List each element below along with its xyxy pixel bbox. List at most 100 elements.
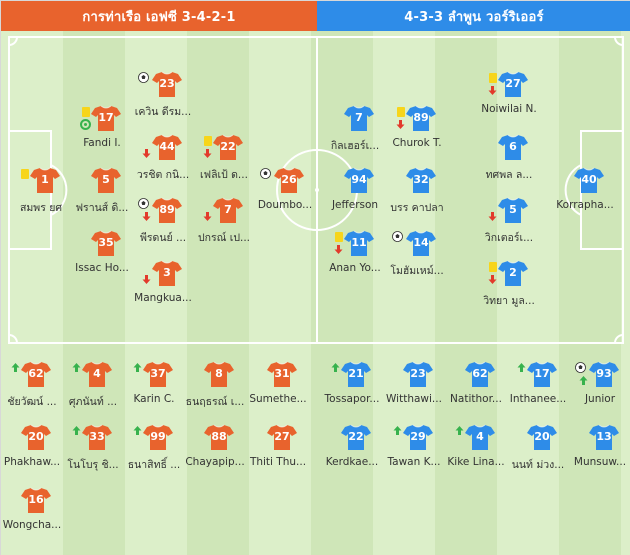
home-subs-player[interactable]: 99 ธนาสิทธิ์ ...	[116, 424, 192, 484]
away-lineup-player[interactable]: 27 Noiwilai N.	[471, 71, 547, 131]
home-lineup-player[interactable]: 1 สมพร ยศ	[3, 167, 79, 227]
player-name: Chayapip...	[185, 456, 245, 468]
player-name: Kike Lina...	[447, 456, 505, 468]
home-lineup-player[interactable]: 3 Mangkua...	[125, 260, 201, 320]
player-name: โนโบรุ ชิ...	[67, 459, 119, 471]
home-subs-player[interactable]: 37 Karin C.	[116, 361, 192, 421]
away-subs-player[interactable]: 62 Natithor...	[438, 361, 514, 421]
away-lineup-player[interactable]: 40 Korrapha...	[547, 167, 623, 227]
arrow-down-icon	[487, 274, 498, 285]
home-lineup-player[interactable]: 35 Issac Ho...	[64, 230, 140, 290]
home-subs-player[interactable]: 27 Thiti Thu...	[240, 424, 316, 484]
yellow-card-icon	[489, 73, 497, 83]
player-name: Karin C.	[133, 393, 175, 405]
player-name: Kerdkae...	[325, 456, 379, 468]
home-subs-player[interactable]: 8 ธนฤธรณ์ เ...	[177, 361, 253, 421]
jersey-icon: 99	[143, 424, 173, 451]
away-lineup-player[interactable]: 94 Jefferson	[317, 167, 393, 227]
jersey-number: 20	[534, 430, 550, 443]
jersey-number: 22	[348, 430, 364, 443]
jersey-icon: 3	[152, 260, 182, 287]
arrow-down-icon	[141, 211, 152, 222]
arrow-down-icon	[395, 119, 406, 130]
home-lineup-player[interactable]: 89 พีรดนย์ ...	[125, 197, 201, 257]
home-subs-player[interactable]: 16 Wongcha...	[0, 487, 70, 547]
jersey-icon: 62	[21, 361, 51, 388]
jersey-number: 2	[509, 266, 517, 279]
home-lineup-player[interactable]: 44 วรชิต กนิ...	[125, 134, 201, 194]
away-lineup-player[interactable]: 32 บรร คาปลา	[379, 167, 455, 227]
player-name: Munsuw...	[573, 456, 627, 468]
jersey-number: 4	[476, 430, 484, 443]
yellow-card-icon	[21, 169, 29, 179]
home-lineup-player[interactable]: 17 Fandi I.	[64, 105, 140, 165]
jersey-icon: 94	[344, 167, 374, 194]
home-lineup-player[interactable]: 7 ปกรณ์ เป...	[186, 197, 262, 257]
away-lineup-player[interactable]: 5 วิกเตอร์เ...	[471, 197, 547, 257]
jersey-number: 33	[89, 430, 105, 443]
player-name: เฟลิเป้ ด...	[200, 169, 248, 181]
arrow-up-icon	[132, 425, 143, 436]
jersey-icon: 1	[30, 167, 60, 194]
away-lineup-player[interactable]: 2 วิทยา มูล...	[471, 260, 547, 320]
jersey-icon: 26	[274, 167, 304, 194]
away-subs-player[interactable]: 23 Witthawi...	[376, 361, 452, 421]
home-subs-player[interactable]: 20 Phakhaw...	[0, 424, 70, 484]
home-lineup-player[interactable]: 5 ฟรานส์ ดิ...	[64, 167, 140, 227]
home-lineup-player[interactable]: 22 เฟลิเป้ ด...	[186, 134, 262, 194]
ball-icon	[392, 231, 403, 242]
player-name: เควิน ดีรม...	[134, 106, 192, 118]
arrow-up-icon	[71, 425, 82, 436]
away-lineup-player[interactable]: 6 ทศพล ล...	[471, 134, 547, 194]
jersey-number: 4	[93, 367, 101, 380]
player-name: Inthanee...	[509, 393, 567, 405]
away-subs-player[interactable]: 13 Munsuw...	[562, 424, 630, 484]
player-name: วิทยา มูล...	[483, 295, 535, 307]
player-name: ปกรณ์ เป...	[197, 232, 250, 244]
away-subs-player[interactable]: 21 Tossapor...	[314, 361, 390, 421]
away-lineup-player[interactable]: 89 Churok T.	[379, 105, 455, 165]
jersey-number: 32	[413, 173, 429, 186]
jersey-number: 37	[150, 367, 166, 380]
jersey-icon: 35	[91, 230, 121, 257]
home-subs-player[interactable]: 31 Sumethe...	[240, 361, 316, 421]
arrow-up-icon	[71, 362, 82, 373]
jersey-number: 7	[224, 203, 232, 216]
player-name: Sumethe...	[249, 393, 307, 405]
jersey-number: 89	[159, 203, 175, 216]
jersey-number: 20	[28, 430, 44, 443]
away-subs-player[interactable]: 93 Junior	[562, 361, 630, 421]
away-lineup-player[interactable]: 14 โมฮัมเหม์...	[379, 230, 455, 290]
jersey-icon: 27	[498, 71, 528, 98]
yellow-card-icon	[335, 232, 343, 242]
home-subs-player[interactable]: 33 โนโบรุ ชิ...	[55, 424, 131, 484]
away-subs-player[interactable]: 20 นนท์ ม่วง...	[500, 424, 576, 484]
away-subs-player[interactable]: 29 Tawan K...	[376, 424, 452, 484]
jersey-icon: 23	[152, 71, 182, 98]
player-name: ฟรานส์ ดิ...	[75, 202, 129, 214]
player-name: โมฮัมเหม์...	[390, 265, 444, 277]
player-name: Churok T.	[392, 137, 442, 149]
away-subs-player[interactable]: 22 Kerdkae...	[314, 424, 390, 484]
player-name: Doumbo...	[257, 199, 313, 211]
jersey-icon: 7	[213, 197, 243, 224]
player-name: Issac Ho...	[75, 262, 129, 274]
jersey-number: 7	[355, 111, 363, 124]
player-name: ธนาสิทธิ์ ...	[127, 459, 181, 471]
away-subs-player[interactable]: 4 Kike Lina...	[438, 424, 514, 484]
away-lineup-player[interactable]: 11 Anan Yo...	[317, 230, 393, 290]
away-subs-player[interactable]: 17 Inthanee...	[500, 361, 576, 421]
home-subs-player[interactable]: 88 Chayapip...	[177, 424, 253, 484]
home-subs-player[interactable]: 4 ศุภนันท์ ...	[55, 361, 131, 421]
home-lineup-player[interactable]: 23 เควิน ดีรม...	[125, 71, 201, 131]
player-name: สมพร ยศ	[19, 202, 63, 214]
arrow-down-icon	[487, 85, 498, 96]
away-lineup-player[interactable]: 7 กิลเฮอร์เ...	[317, 105, 393, 165]
player-name: ทศพล ล...	[485, 169, 533, 181]
jersey-number: 35	[98, 236, 114, 249]
home-subs-player[interactable]: 62 ชัยวัฒน์ ...	[0, 361, 70, 421]
home-lineup-player[interactable]: 26 Doumbo...	[247, 167, 323, 227]
jersey-icon: 6	[498, 134, 528, 161]
jersey-icon: 20	[527, 424, 557, 451]
jersey-number: 11	[351, 236, 367, 249]
